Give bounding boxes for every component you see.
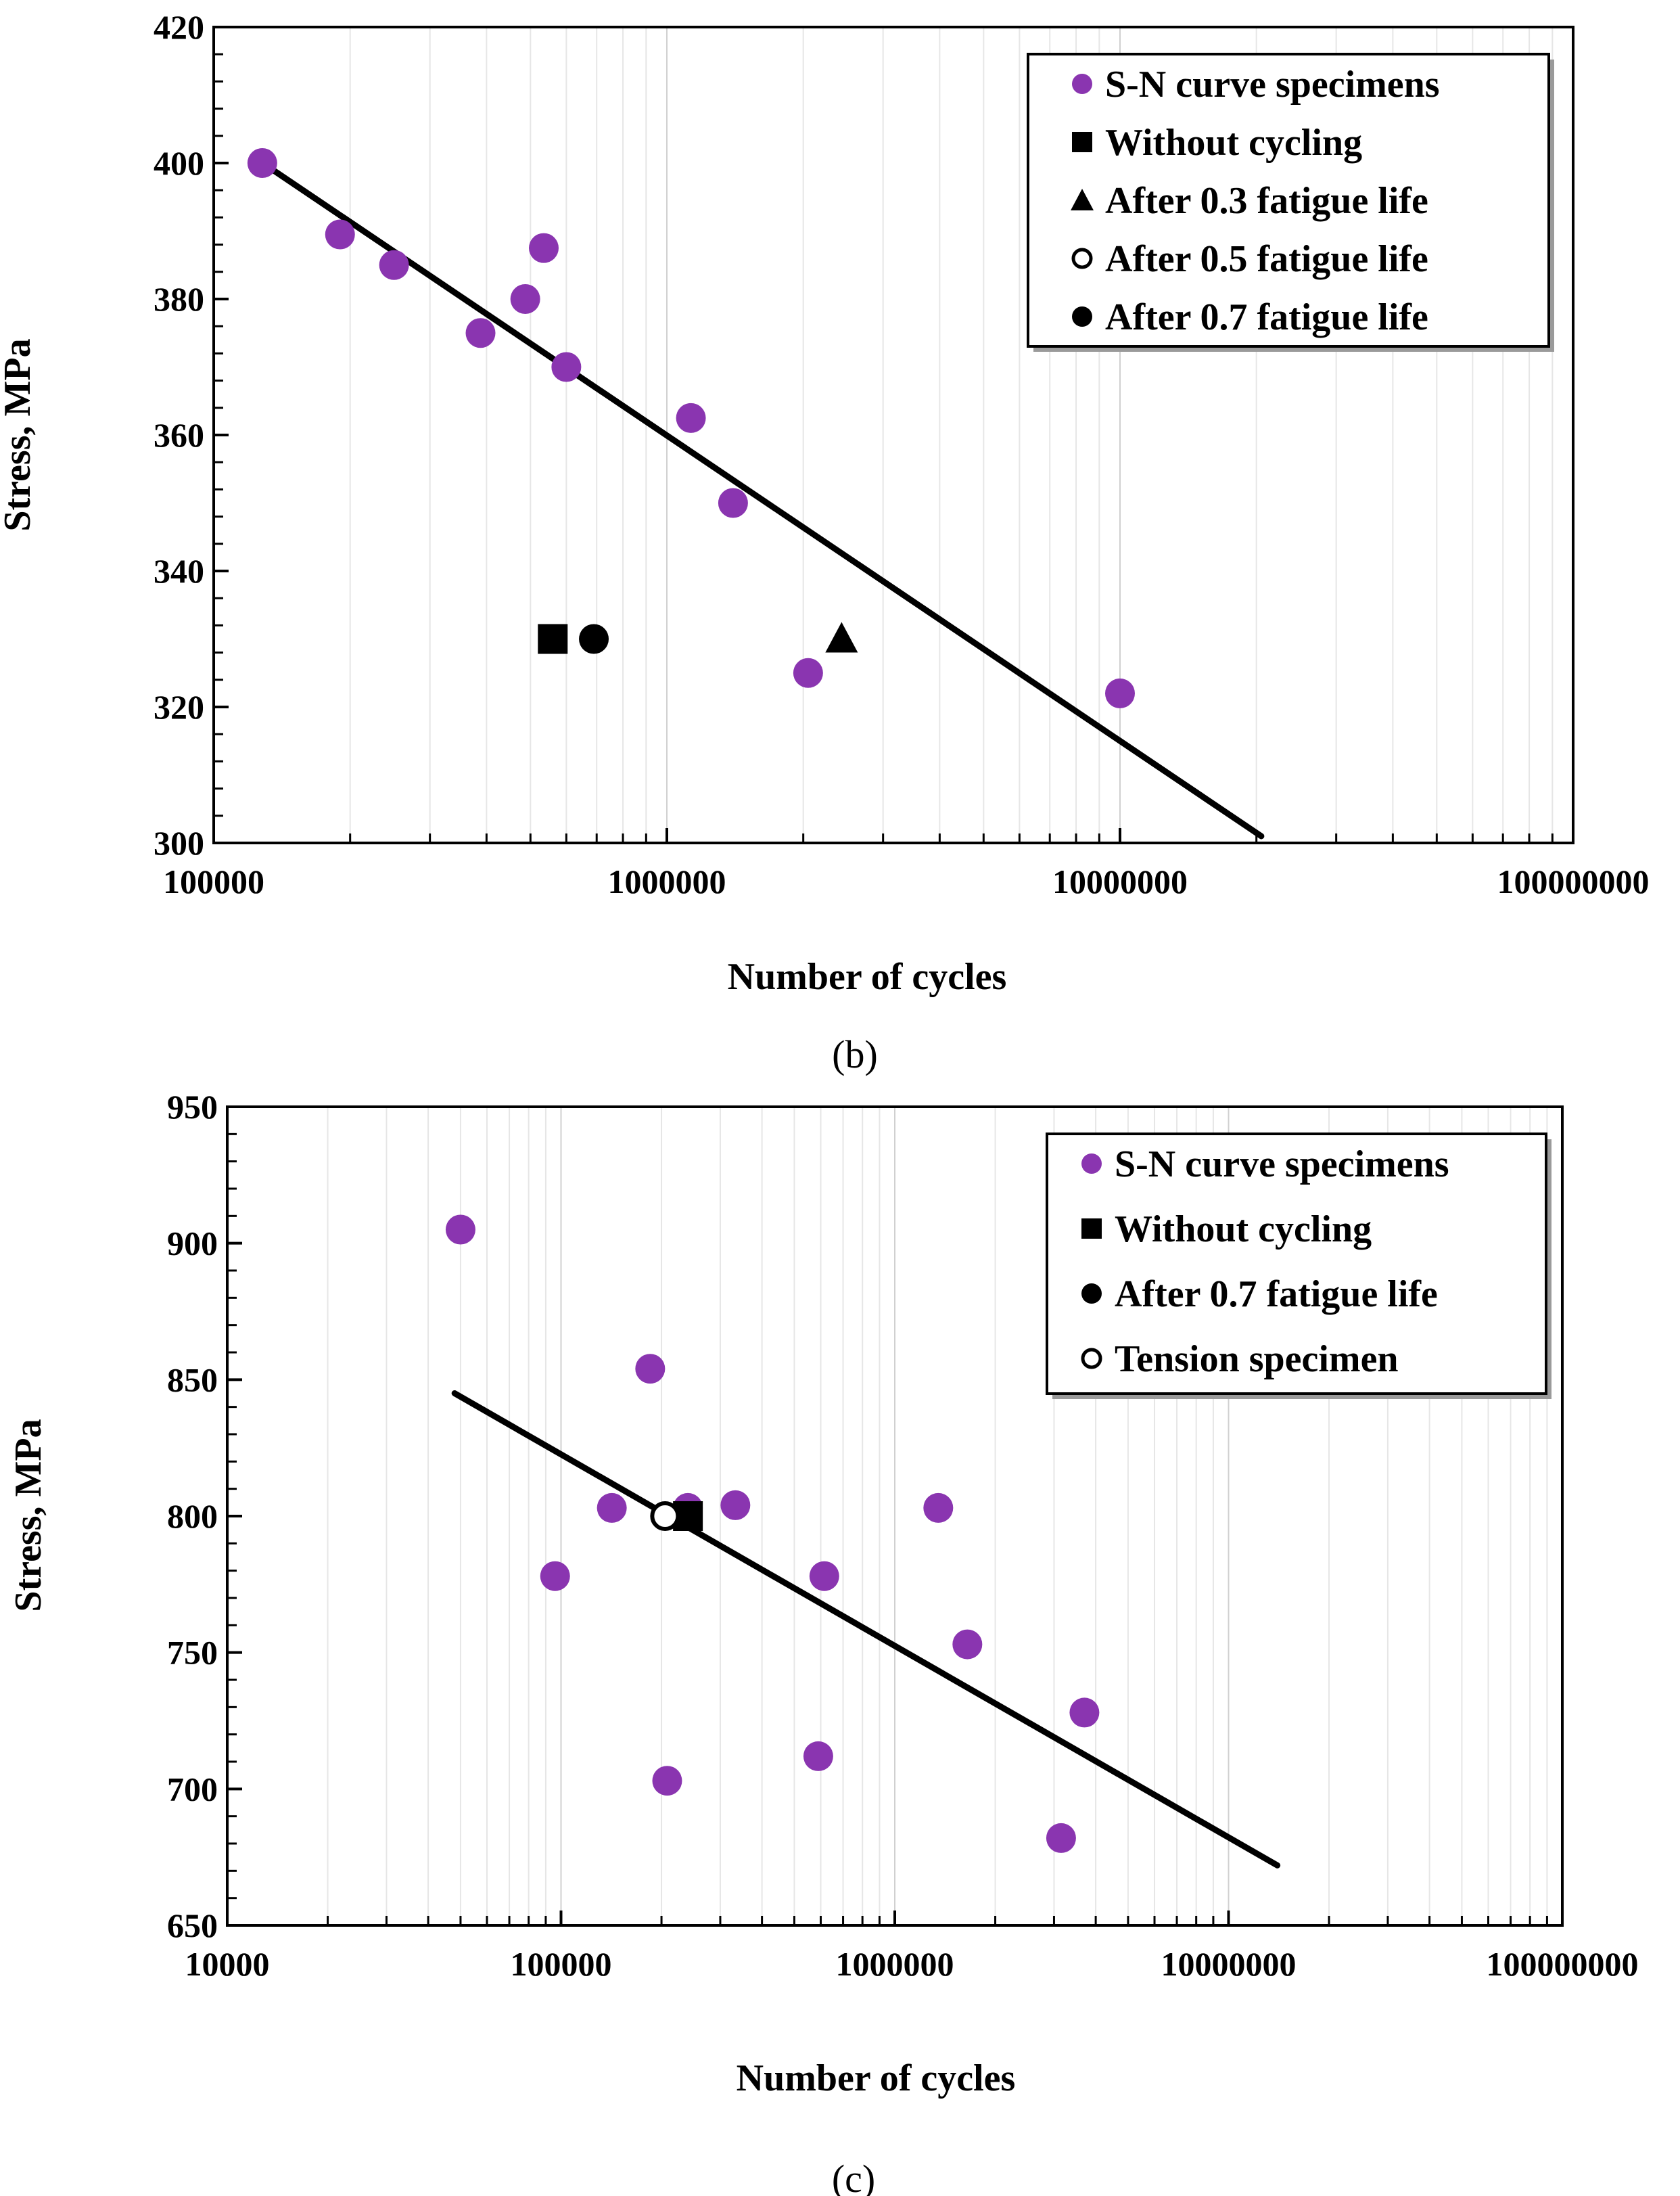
x-axis-title: Number of cycles [728,956,1007,998]
legend-marker [1081,1153,1102,1174]
legend-label: S-N curve specimens [1115,1143,1449,1185]
legend-marker [1072,74,1092,94]
series-1 [247,148,1135,708]
data-point [325,219,355,250]
y-tick-label: 850 [167,1360,218,1398]
series-5 [579,624,609,654]
legend-label: Without cycling [1105,122,1362,164]
y-tick-label: 800 [167,1497,218,1535]
x-tick-label: 10000000 [1052,863,1188,900]
data-point [579,624,609,654]
x-tick-label: 100000 [511,1945,612,1983]
y-tick-label: 700 [167,1770,218,1808]
chart-panel-1: 300 320 340 360 380 400 420 100000 1000000 100000… [0,8,1650,1076]
y-tick-label: 900 [167,1225,218,1262]
legend-label: After 0.7 fatigue life [1115,1273,1438,1315]
series-2 [538,624,568,654]
x-axis-title: Number of cycles [737,2057,1016,2099]
data-point [650,1501,680,1531]
data-point [1046,1823,1076,1853]
data-point [793,658,823,688]
data-point [635,1354,666,1384]
y-tick-label: 340 [154,552,204,590]
chart-panel-2: 650 700 750 800 850 900 950 10000 100000 1000000 1… [7,1088,1639,2196]
legend-marker [1081,1283,1102,1304]
data-point [538,624,568,654]
y-tick-label: 420 [154,8,204,46]
data-point [952,1629,983,1660]
y-tick-label: 320 [154,688,204,726]
data-point [809,1561,839,1591]
y-tick-label: 300 [154,824,204,862]
trend-line [451,1390,1281,1869]
legend-marker [1071,248,1093,269]
data-point [247,148,277,178]
data-point [465,318,496,348]
legend: S-N curve specimens Without cycling After … [1027,53,1554,352]
y-axis-title: Stress, MPa [0,338,39,531]
x-tick-label: 10000 [185,1945,270,1983]
x-tick-label: 1000000 [836,1945,954,1983]
data-point [720,1490,751,1520]
figure-caption: (c) [832,2157,875,2196]
y-tick-label: 750 [167,1634,218,1672]
data-point [652,1766,682,1796]
legend-label: Without cycling [1115,1208,1372,1250]
data-point [445,1214,475,1245]
x-tick-label: 100000000 [1487,1945,1639,1983]
data-point [718,488,748,518]
legend-marker [1081,1218,1102,1239]
legend-label: S-N curve specimens [1105,64,1440,106]
legend-marker [1081,1348,1102,1369]
data-point [540,1561,570,1591]
x-tick-label: 100000000 [1497,863,1650,900]
x-tick-label: 1000000 [608,863,726,900]
figure-caption: (b) [832,1032,878,1076]
legend-marker [1071,189,1094,210]
y-tick-label: 360 [154,416,204,454]
legend-label: Tension specimen [1115,1338,1399,1380]
series-1 [445,1214,1100,1853]
series-3 [825,622,858,653]
data-point [923,1492,954,1523]
data-point [803,1741,833,1771]
legend-label: After 0.3 fatigue life [1105,180,1428,222]
data-point [825,622,858,653]
data-point [676,403,706,433]
data-point [597,1492,627,1523]
data-point [528,233,559,263]
legend-label: After 0.5 fatigue life [1105,238,1428,280]
x-tick-label: 100000 [163,863,264,900]
y-tick-label: 380 [154,280,204,318]
legend-label: After 0.7 fatigue life [1105,296,1428,338]
y-tick-label: 650 [167,1906,218,1944]
y-axis-title: Stress, MPa [7,1419,49,1611]
data-point [379,250,409,280]
series-4 [650,1501,680,1531]
legend-box [1046,1133,1547,1395]
legend: S-N curve specimens Without cycling After … [1046,1133,1551,1399]
data-point [510,284,540,314]
x-tick-label: 10000000 [1161,1945,1297,1983]
trend-line [254,156,1265,840]
legend-marker [1072,306,1092,327]
y-tick-label: 400 [154,144,204,182]
data-point [1105,678,1135,708]
data-point [1069,1697,1100,1728]
legend-marker [1072,132,1092,152]
y-tick-label: 950 [167,1088,218,1126]
data-point [551,352,582,382]
legend-box [1027,53,1550,348]
